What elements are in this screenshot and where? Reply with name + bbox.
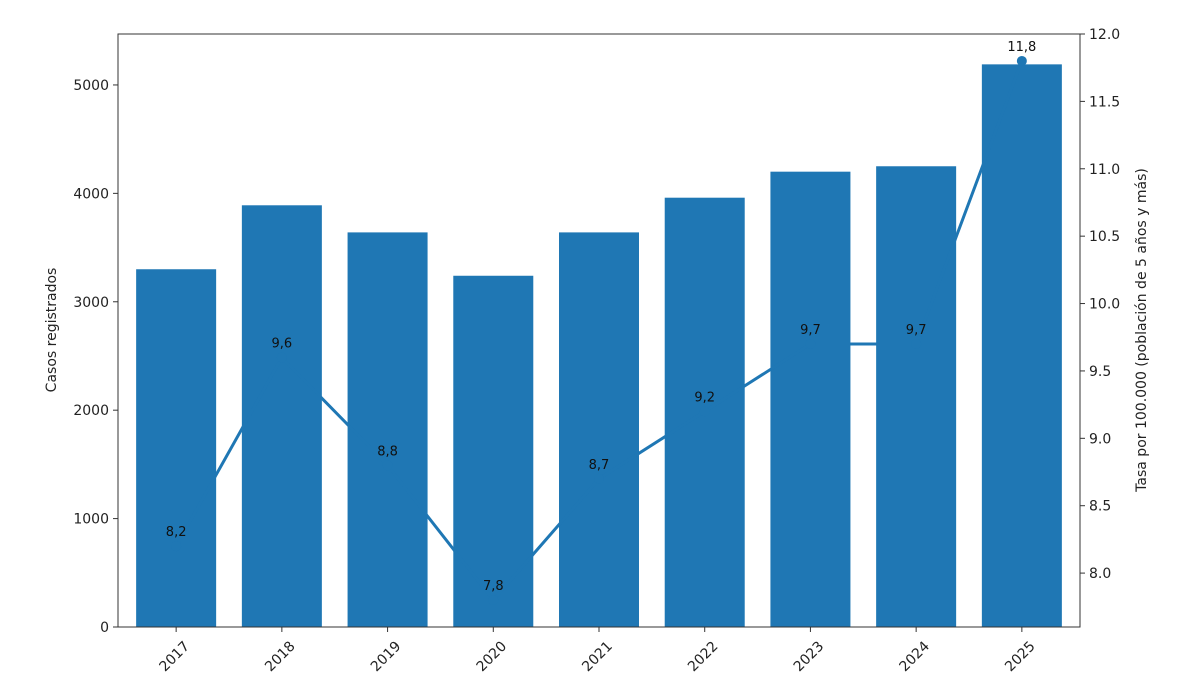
right-tick-label: 12.0	[1089, 27, 1120, 43]
bar-2025	[981, 64, 1062, 627]
bar-2018	[241, 205, 322, 627]
bar-2021	[559, 232, 639, 627]
rate-point-2017	[171, 541, 182, 552]
left-tick-label: 1000	[73, 512, 109, 528]
left-tick-label: 4000	[73, 186, 109, 202]
bar-2017	[136, 269, 217, 627]
rate-point-2023	[805, 338, 816, 349]
right-axis: 8.0 8.5 9.0 9.5 10.0 10.5 11.0 11.5 12.0	[1080, 27, 1120, 582]
rate-point-2024	[911, 338, 922, 349]
bar-2019	[347, 232, 428, 627]
rate-point-2019	[382, 460, 393, 471]
right-tick-label: 9.5	[1089, 364, 1111, 380]
rate-point-2020	[488, 595, 499, 606]
bar-2024	[876, 166, 957, 628]
rate-label-2019: 8,8	[377, 444, 398, 459]
right-tick-label: 8.5	[1089, 499, 1111, 515]
right-tick-label: 10.0	[1089, 297, 1120, 313]
rate-point-2018	[276, 352, 287, 363]
right-axis-title: Tasa por 100.000 (población de 5 años y …	[1134, 168, 1150, 493]
rate-label-2021: 8,7	[589, 458, 610, 473]
x-tick-label: 2024	[896, 638, 933, 675]
rate-label-2023: 9,7	[800, 323, 821, 338]
right-tick-label: 10.5	[1089, 229, 1120, 245]
bar-2023	[770, 171, 851, 628]
rate-label-2020: 7,8	[483, 579, 504, 594]
right-tick-label: 9.0	[1089, 431, 1111, 447]
x-axis: 2017 2018 2019 2020 2021 2022 2023 2024 2025	[156, 627, 1039, 676]
left-axis-title: Casos registrados	[44, 268, 60, 393]
bar-2020	[453, 275, 534, 627]
bar-series	[136, 64, 1062, 628]
left-tick-label: 5000	[73, 78, 109, 94]
left-tick-label: 3000	[73, 295, 109, 311]
x-tick-label: 2022	[685, 639, 722, 676]
rate-point-2021	[594, 473, 604, 484]
x-tick-label: 2025	[1002, 639, 1039, 676]
data-labels: 8,2 9,6 8,8 7,8 8,7 9,2 9,7 9,7 11,8	[166, 40, 1037, 594]
rate-label-2017: 8,2	[166, 525, 187, 540]
x-tick-label: 2018	[262, 639, 299, 676]
x-tick-label: 2021	[579, 639, 616, 676]
left-tick-label: 0	[100, 620, 109, 636]
x-tick-label: 2023	[791, 639, 828, 676]
rate-point-2022	[699, 406, 710, 417]
x-tick-label: 2017	[156, 639, 193, 676]
x-tick-label: 2019	[368, 639, 405, 676]
right-tick-label: 11.0	[1089, 162, 1120, 178]
left-axis: 0 1000 2000 3000 4000 5000	[73, 78, 118, 636]
x-tick-label: 2020	[474, 639, 511, 676]
rate-point-2025	[1016, 55, 1027, 66]
right-tick-label: 11.5	[1089, 94, 1120, 110]
rate-label-2025: 11,8	[1007, 40, 1036, 55]
rate-label-2022: 9,2	[694, 390, 715, 405]
left-tick-label: 2000	[73, 403, 109, 419]
right-tick-label: 8.0	[1089, 566, 1111, 582]
rate-label-2018: 9,6	[272, 336, 293, 351]
rate-line-series	[171, 55, 1027, 606]
rate-label-2024: 9,7	[906, 323, 927, 338]
